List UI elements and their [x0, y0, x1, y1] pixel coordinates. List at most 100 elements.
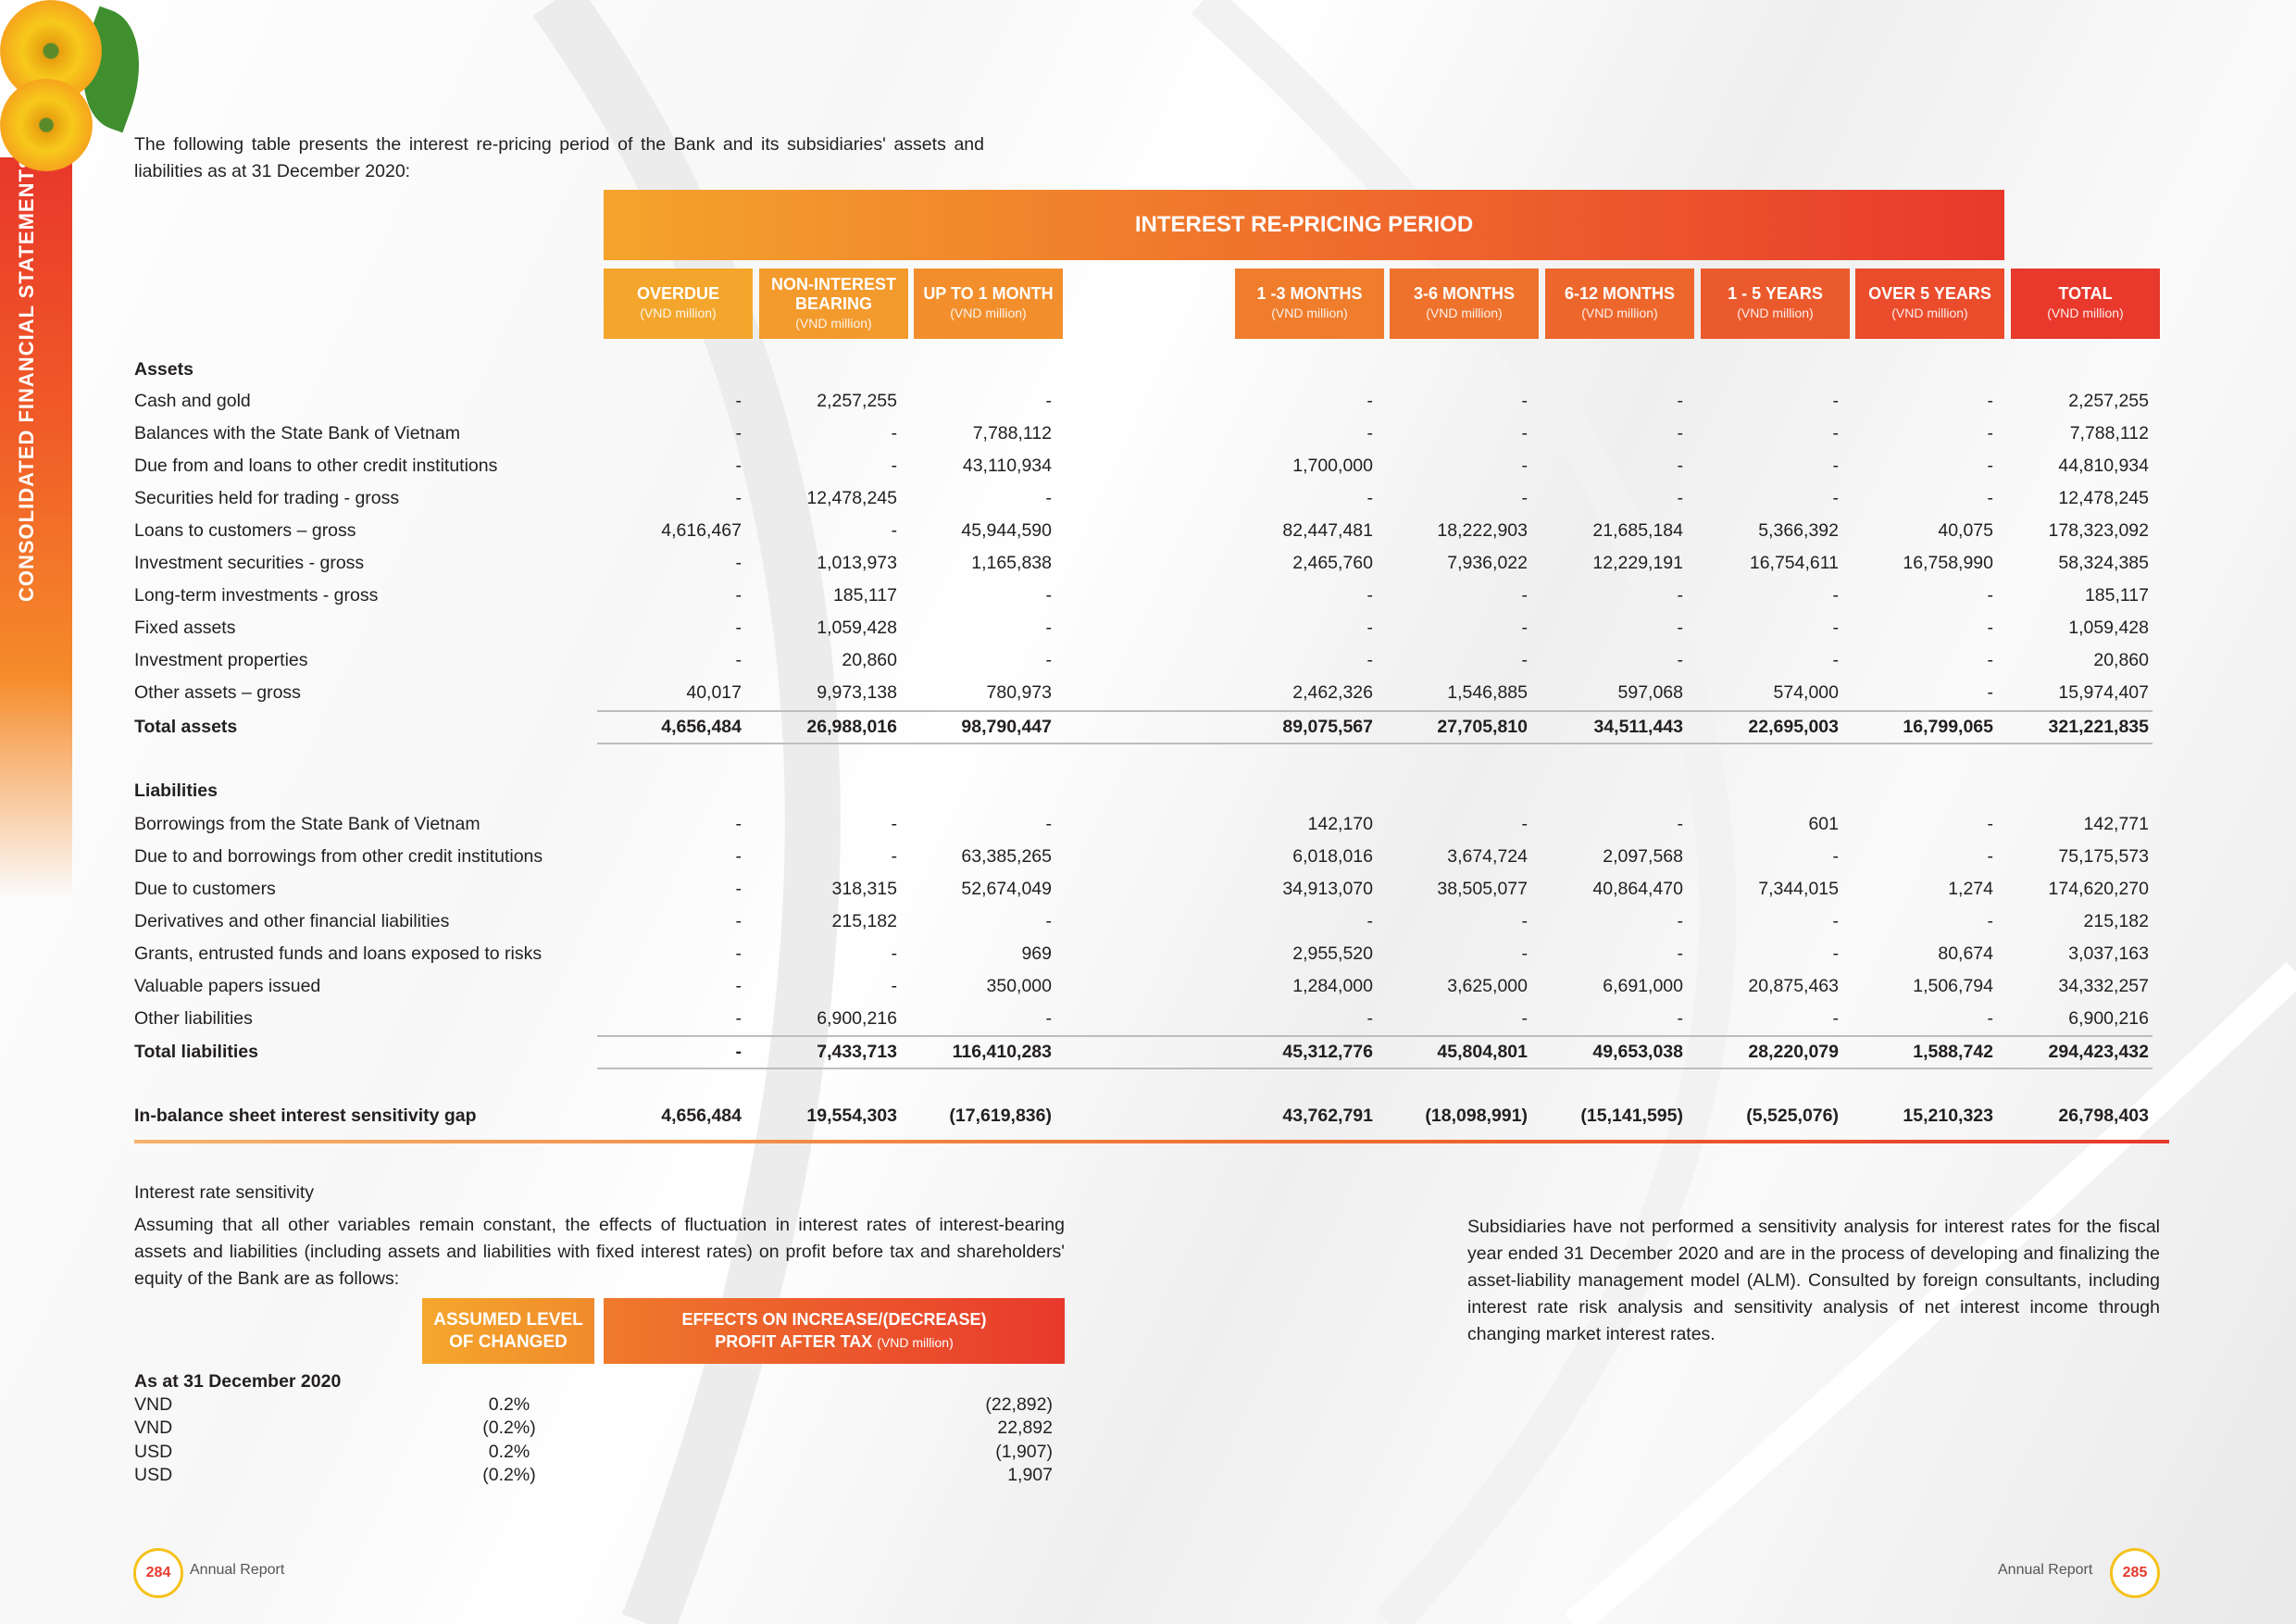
- cell-value: -: [1366, 423, 1374, 443]
- assumed-level: (0.2%): [482, 1418, 536, 1439]
- cell-value: -: [735, 911, 742, 931]
- cell-value: 12,478,245: [806, 488, 897, 508]
- cell-value: -: [1045, 1008, 1053, 1029]
- cell-value: 52,674,049: [961, 879, 1052, 899]
- cell-value: 12,229,191: [1592, 553, 1683, 573]
- column-unit: (VND million): [1426, 306, 1503, 320]
- total-row: Total liabilities - 7,433,713 116,410,283 45…: [134, 1036, 2162, 1068]
- cell-value: 1,506,794: [1913, 976, 1993, 996]
- subsidiaries-paragraph: Subsidiaries have not performed a sensit…: [1467, 1217, 2160, 1344]
- row-label: Valuable papers issued: [134, 976, 321, 996]
- cell-value: 45,944,590: [961, 520, 1052, 541]
- cell-value: -: [1832, 650, 1840, 670]
- table-row: Derivatives and other financial liabilit…: [134, 906, 2162, 938]
- column-unit: (VND million): [795, 315, 872, 331]
- effects-unit: (VND million): [877, 1335, 954, 1350]
- cell-value: 34,913,070: [1282, 879, 1373, 899]
- assumed-level: (0.2%): [482, 1464, 536, 1485]
- column-title: OVERDUE: [636, 284, 719, 303]
- cell-value: 2,257,255: [817, 391, 897, 411]
- cell-value: -: [891, 456, 898, 476]
- row-label: Grants, entrusted funds and loans expose…: [134, 943, 543, 964]
- footer-label-left: Annual Report: [190, 1562, 285, 1578]
- cell-value: 1,013,973: [817, 553, 897, 573]
- column-header: 1 -3 MONTHS (VND million): [1235, 269, 1384, 339]
- cell-value: -: [1521, 618, 1529, 638]
- cell-value: -: [735, 423, 742, 443]
- cell-value: 1,284,000: [1292, 976, 1373, 996]
- sensitivity-row: USD (0.2%) 1,907: [134, 1464, 1060, 1487]
- cell-value: -: [1677, 391, 1684, 411]
- cell-value: 22,695,003: [1748, 717, 1839, 737]
- table-row: Due to customers - 318,315 52,674,049 34,913…: [134, 873, 2162, 906]
- table-row: Valuable papers issued - - 350,000 1,284,000…: [134, 970, 2162, 1003]
- cell-value: -: [1677, 456, 1684, 476]
- row-label: Borrowings from the State Bank of Vietna…: [134, 814, 480, 834]
- cell-value: 6,018,016: [1292, 846, 1373, 867]
- cell-value: 21,685,184: [1592, 520, 1683, 541]
- cell-value: -: [1045, 814, 1053, 834]
- cell-value: -: [1832, 846, 1840, 867]
- cell-value: -: [1677, 423, 1684, 443]
- cell-value: -: [1045, 618, 1053, 638]
- row-label: Total assets: [134, 717, 238, 737]
- column-title: 1 - 5 YEARS: [1728, 284, 1823, 303]
- column-unit: (VND million): [2047, 306, 2124, 320]
- cell-value: 16,758,990: [1903, 553, 1993, 573]
- cell-value: (18,098,991): [1425, 1106, 1528, 1126]
- cell-value: -: [735, 650, 742, 670]
- cell-value: 40,864,470: [1592, 879, 1683, 899]
- cell-value: -: [1366, 391, 1374, 411]
- cell-value: -: [735, 1042, 742, 1062]
- sensitivity-row: VND (0.2%) 22,892: [134, 1417, 1060, 1440]
- flower-decoration: [0, 79, 93, 171]
- currency: USD: [134, 1441, 173, 1462]
- cell-value: -: [735, 1008, 742, 1029]
- cell-value: -: [891, 943, 898, 964]
- cell-value: -: [1832, 943, 1840, 964]
- cell-value: -: [1045, 488, 1053, 508]
- cell-value: -: [1366, 618, 1374, 638]
- cell-value: -: [735, 618, 742, 638]
- cell-value: -: [1987, 456, 1994, 476]
- cell-value: 294,423,432: [2048, 1042, 2149, 1062]
- cell-value: -: [1366, 650, 1374, 670]
- cell-value: 98,790,447: [961, 717, 1052, 737]
- cell-value: 80,674: [1938, 943, 1993, 964]
- row-label: Due from and loans to other credit insti…: [134, 456, 498, 476]
- page-number-left: 284: [133, 1548, 183, 1598]
- row-label: Loans to customers – gross: [134, 520, 356, 541]
- column-title: 3-6 MONTHS: [1413, 284, 1515, 303]
- cell-value: -: [1832, 585, 1840, 606]
- cell-value: 3,625,000: [1447, 976, 1528, 996]
- cell-value: 4,656,484: [661, 717, 742, 737]
- cell-value: -: [1987, 911, 1994, 931]
- column-unit: (VND million): [640, 306, 717, 320]
- cell-value: -: [1677, 814, 1684, 834]
- cell-value: -: [1987, 1008, 1994, 1029]
- cell-value: -: [1366, 1008, 1374, 1029]
- cell-value: -: [1521, 423, 1529, 443]
- assumed-level-label: ASSUMED LEVEL OF CHANGED: [433, 1309, 583, 1352]
- cell-value: -: [1832, 911, 1840, 931]
- table-row: Long-term investments - gross - 185,117 - - -…: [134, 580, 2162, 612]
- cell-value: 75,175,573: [2058, 846, 2149, 867]
- cell-value: 1,165,838: [971, 553, 1052, 573]
- currency: VND: [134, 1418, 173, 1439]
- currency: USD: [134, 1464, 173, 1485]
- gap-divider: [134, 1140, 2169, 1143]
- cell-value: 3,037,163: [2068, 943, 2149, 964]
- cell-value: 597,068: [1617, 682, 1684, 703]
- section-title-vertical: CONSOLIDATED FINANCIAL STATEMENTS: [15, 154, 38, 602]
- cell-value: 9,973,138: [817, 682, 897, 703]
- cell-value: (17,619,836): [949, 1106, 1052, 1126]
- column-title: UP TO 1 MONTH: [923, 284, 1054, 303]
- row-label: Investment properties: [134, 650, 308, 670]
- cell-value: 4,616,467: [661, 520, 742, 541]
- cell-value: -: [735, 814, 742, 834]
- cell-value: 38,505,077: [1437, 879, 1528, 899]
- cell-value: 1,588,742: [1913, 1042, 1993, 1062]
- row-label: Long-term investments - gross: [134, 585, 379, 606]
- cell-value: -: [1366, 488, 1374, 508]
- assumed-level: 0.2%: [488, 1394, 530, 1415]
